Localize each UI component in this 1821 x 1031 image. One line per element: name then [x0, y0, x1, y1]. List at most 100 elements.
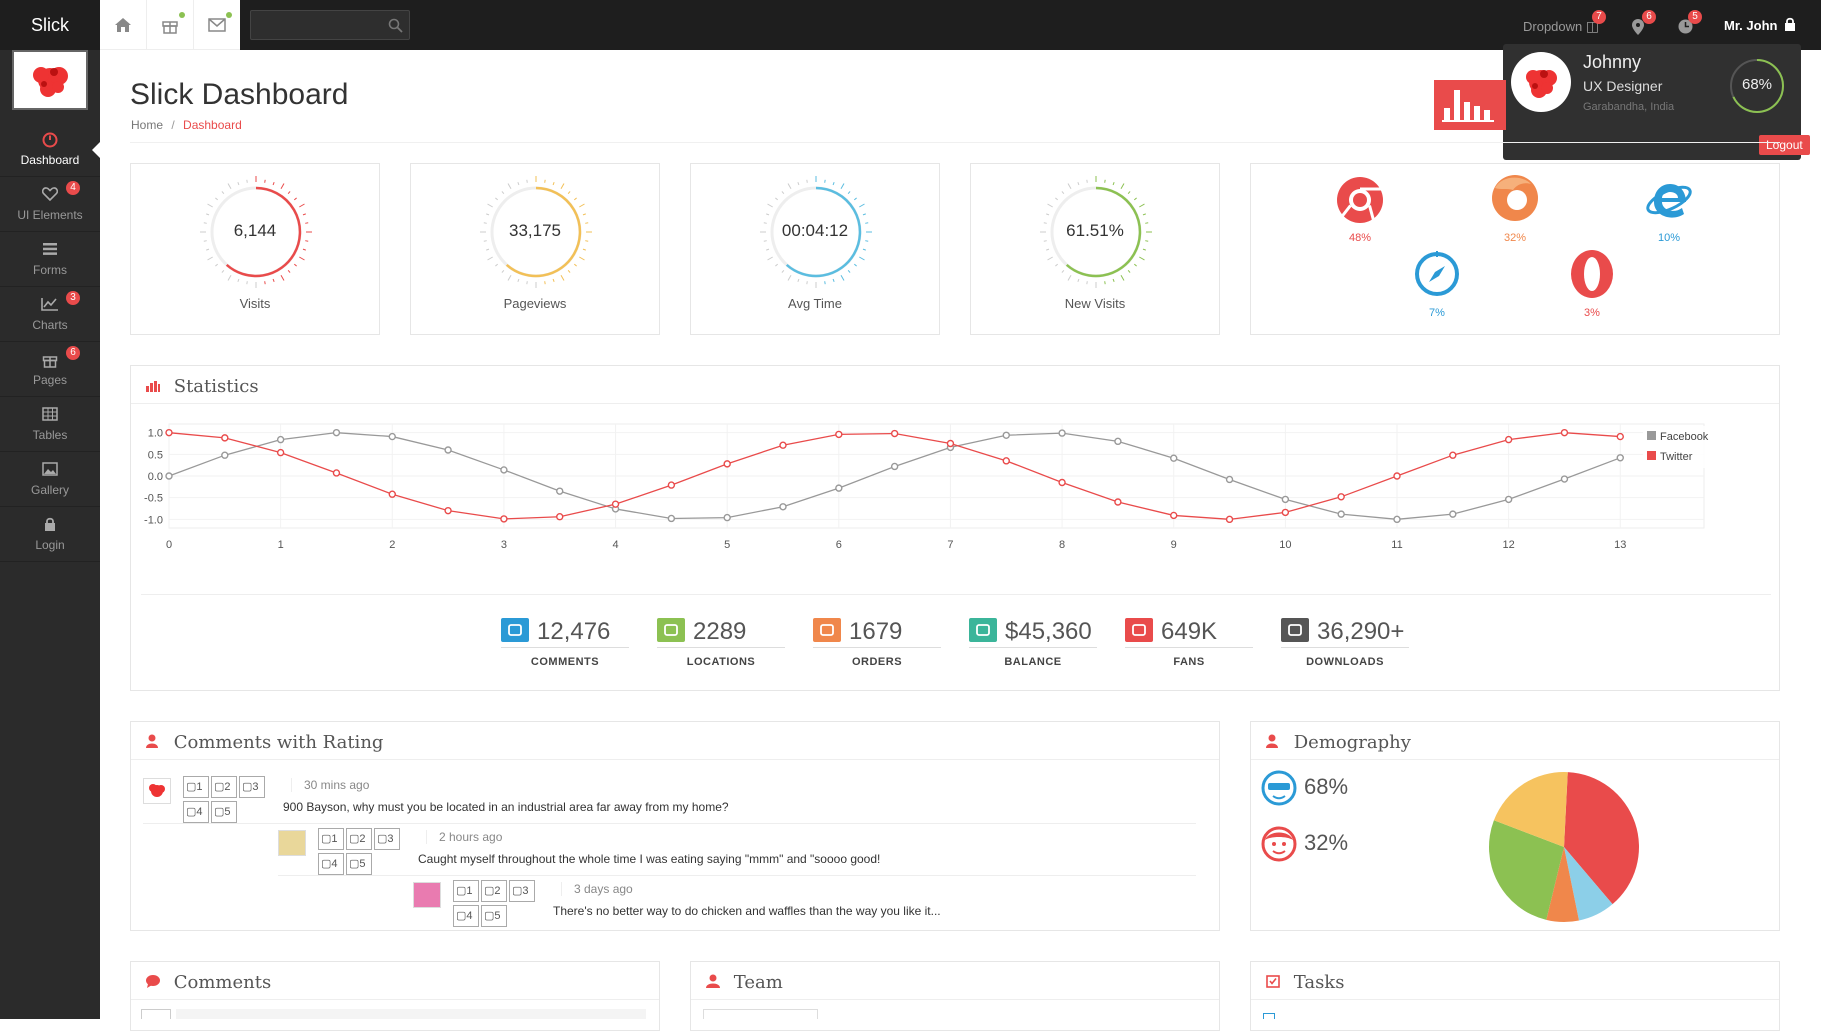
data-point[interactable] — [1225, 475, 1234, 484]
rating-star[interactable]: ▢2 — [346, 828, 372, 850]
data-point[interactable] — [1225, 515, 1234, 524]
team-member-card[interactable] — [703, 1009, 818, 1019]
data-point[interactable] — [890, 462, 899, 471]
rating-star[interactable]: ▢4 — [183, 801, 209, 823]
data-point[interactable] — [1002, 457, 1010, 465]
comment-time: 3 days ago — [561, 882, 633, 896]
rating-star-label: 5 — [494, 910, 501, 922]
data-point[interactable] — [667, 514, 676, 523]
data-point[interactable] — [1560, 428, 1569, 437]
sidebar-item-forms[interactable]: Forms — [0, 232, 100, 287]
location-button[interactable] — [1632, 0, 1644, 50]
sidebar-item-login[interactable]: Login — [0, 507, 100, 562]
data-point[interactable] — [1393, 472, 1401, 480]
data-point[interactable] — [1337, 493, 1345, 501]
rating-star[interactable]: ▢1 — [318, 828, 344, 850]
rating-star[interactable]: ▢3 — [374, 828, 400, 850]
sidebar-avatar[interactable] — [12, 50, 88, 110]
rating-star[interactable]: ▢5 — [346, 853, 372, 875]
sidebar-item-tables[interactable]: Tables — [0, 397, 100, 452]
logout-button[interactable]: Logout — [1759, 135, 1810, 155]
demography-title-text: Demography — [1293, 732, 1411, 753]
rating-star[interactable]: ▢5 — [481, 905, 507, 927]
data-point[interactable] — [388, 490, 396, 498]
data-point[interactable] — [1449, 510, 1457, 518]
dropdown-menu[interactable]: Dropdown ◫ — [1523, 0, 1599, 50]
data-point[interactable] — [1616, 432, 1624, 441]
data-point[interactable] — [946, 439, 955, 448]
sidebar-item-dashboard[interactable]: Dashboard — [0, 122, 100, 177]
data-point[interactable] — [1281, 508, 1290, 517]
data-point[interactable] — [890, 429, 899, 438]
search-icon[interactable] — [388, 18, 403, 33]
rating-star[interactable]: ▢3 — [509, 880, 535, 902]
data-point[interactable] — [1616, 454, 1624, 462]
data-point[interactable] — [1114, 437, 1122, 446]
sidebar-item-gallery[interactable]: Gallery — [0, 452, 100, 507]
data-point[interactable] — [1170, 511, 1178, 520]
rating-star[interactable]: ▢3 — [239, 776, 265, 798]
data-point[interactable] — [332, 428, 341, 437]
rating-star[interactable]: ▢2 — [211, 776, 237, 798]
data-point[interactable] — [388, 432, 396, 441]
user-menu[interactable]: Mr. John — [1724, 0, 1796, 50]
pie-slice[interactable] — [1564, 847, 1613, 921]
app-logo[interactable]: Slick — [0, 0, 100, 50]
pie-slice[interactable] — [1489, 820, 1564, 920]
data-point[interactable] — [611, 500, 620, 508]
data-point[interactable] — [500, 515, 508, 523]
data-point[interactable] — [556, 487, 564, 495]
gift-icon[interactable] — [147, 0, 194, 50]
bar-chart-widget[interactable] — [1434, 80, 1506, 130]
data-point[interactable] — [667, 481, 676, 489]
pie-slice[interactable] — [1564, 772, 1639, 905]
data-point[interactable] — [444, 446, 452, 454]
breadcrumb-home[interactable]: Home — [131, 118, 164, 132]
rating-star[interactable]: ▢1 — [183, 776, 209, 798]
home-icon[interactable] — [100, 0, 147, 50]
data-point[interactable] — [723, 513, 731, 522]
data-point[interactable] — [1504, 435, 1513, 444]
data-point[interactable] — [1058, 429, 1066, 437]
data-point[interactable] — [1058, 478, 1066, 487]
data-point[interactable] — [221, 451, 229, 459]
mail-icon[interactable] — [194, 0, 240, 50]
comment-input[interactable] — [176, 1009, 646, 1019]
sidebar-item-pages[interactable]: Pages 6 — [0, 342, 100, 397]
data-point[interactable] — [332, 469, 341, 477]
sidebar-item-charts[interactable]: Charts 3 — [0, 287, 100, 342]
task-checkbox[interactable] — [1263, 1013, 1275, 1019]
data-point[interactable] — [276, 435, 285, 444]
data-point[interactable] — [444, 506, 452, 515]
data-point[interactable] — [1114, 498, 1122, 506]
data-point[interactable] — [1002, 431, 1010, 439]
pie-slice[interactable] — [1546, 847, 1579, 922]
rating-star[interactable]: ▢4 — [453, 905, 479, 927]
data-point[interactable] — [165, 428, 173, 437]
data-point[interactable] — [1170, 454, 1178, 462]
data-point[interactable] — [1337, 510, 1345, 518]
data-point[interactable] — [1560, 475, 1569, 483]
data-point[interactable] — [1504, 495, 1513, 504]
rating-star[interactable]: ▢2 — [481, 880, 507, 902]
pie-slice[interactable] — [1493, 772, 1568, 847]
rating-star[interactable]: ▢4 — [318, 853, 344, 875]
data-point[interactable] — [1281, 495, 1290, 504]
data-point[interactable] — [1449, 451, 1457, 459]
data-point[interactable] — [500, 466, 508, 474]
search-input[interactable] — [251, 11, 381, 39]
data-point[interactable] — [835, 484, 843, 492]
data-point[interactable] — [723, 460, 731, 468]
sidebar-item-ui-elements[interactable]: UI Elements 4 — [0, 177, 100, 232]
data-point[interactable] — [165, 472, 173, 480]
data-point[interactable] — [276, 448, 285, 457]
clock-button[interactable] — [1678, 0, 1693, 50]
data-point[interactable] — [221, 434, 229, 442]
data-point[interactable] — [556, 513, 564, 521]
rating-star[interactable]: ▢1 — [453, 880, 479, 902]
data-point[interactable] — [779, 441, 787, 449]
rating-star[interactable]: ▢5 — [211, 801, 237, 823]
data-point[interactable] — [779, 503, 787, 511]
data-point[interactable] — [835, 430, 843, 439]
data-point[interactable] — [1393, 515, 1401, 524]
